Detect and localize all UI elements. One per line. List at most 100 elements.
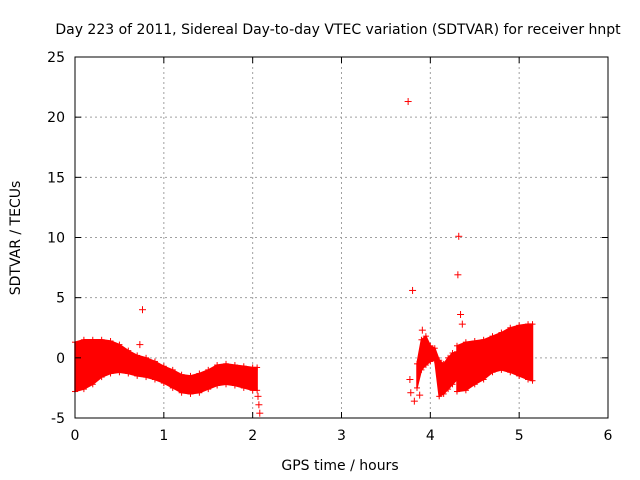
x-tick-label-5: 5	[515, 428, 524, 444]
band-edge-marker	[178, 389, 185, 396]
band-edge-marker	[440, 360, 447, 367]
band-edge-marker	[80, 386, 87, 393]
y-tick-label-1: 0	[56, 351, 65, 367]
band-edge-marker	[214, 362, 221, 369]
band-edge-marker	[169, 366, 176, 373]
grid-layer	[75, 57, 608, 418]
x-tick-label-4: 4	[426, 428, 435, 444]
band-edge-marker	[254, 364, 261, 371]
band-edge-marker	[178, 371, 185, 378]
data-point	[404, 98, 412, 106]
y-tick-label-4: 15	[47, 170, 65, 186]
data-point	[455, 232, 463, 240]
band-edge-marker	[414, 384, 421, 391]
band-edge-marker	[453, 342, 460, 349]
band-edge-marker	[107, 337, 114, 344]
band-edge-marker	[169, 384, 176, 391]
band-edge-marker	[445, 386, 452, 393]
band-edge-marker	[529, 377, 536, 384]
band-edge-marker	[462, 339, 469, 346]
data-point	[416, 391, 424, 399]
band-edge-marker	[427, 358, 434, 365]
band-edge-marker	[462, 387, 469, 394]
data-point-layer	[136, 98, 466, 417]
band-edge-marker	[480, 336, 487, 343]
band-edge-marker	[498, 329, 505, 336]
y-tick-label-5: 20	[47, 110, 65, 126]
band-edge-marker	[231, 362, 238, 369]
band-edge-marker	[529, 321, 536, 328]
y-tick-label-3: 10	[47, 231, 65, 247]
data-point	[255, 401, 263, 409]
band-edge-marker	[107, 370, 114, 377]
band-edge-marker	[516, 322, 523, 329]
band-edge-marker	[134, 352, 141, 359]
band-edge-marker	[187, 390, 194, 397]
x-tick-label-1: 1	[159, 428, 168, 444]
band-edge-marker	[418, 366, 425, 373]
band-edge-marker	[134, 372, 141, 379]
band-edge-marker	[516, 372, 523, 379]
band-edge-marker	[196, 389, 203, 396]
band-edge-marker	[214, 382, 221, 389]
data-point	[407, 389, 415, 397]
x-tick-label-2: 2	[248, 428, 257, 444]
band-edge-marker	[98, 374, 105, 381]
band-edge-marker	[125, 370, 132, 377]
data-point	[458, 320, 466, 328]
band-edge-marker	[480, 376, 487, 383]
band-edge-marker	[422, 333, 429, 340]
band-edge-marker	[489, 333, 496, 340]
band-edge-marker	[89, 336, 96, 343]
band-edge-marker	[436, 393, 443, 400]
data-point	[254, 392, 262, 400]
band-edge-marker	[151, 376, 158, 383]
band-edge-marker	[80, 336, 87, 343]
data-point	[139, 306, 147, 314]
band-edge-marker	[436, 357, 443, 364]
band-edge-marker	[449, 381, 456, 388]
band-edge-marker	[160, 380, 167, 387]
band-edge-marker	[223, 360, 230, 367]
band-edge-marker	[160, 363, 167, 370]
band-edge-marker	[471, 337, 478, 344]
chart-title: Day 223 of 2011, Sidereal Day-to-day VTE…	[55, 22, 621, 38]
band-edge-marker	[98, 336, 105, 343]
band-edge-marker	[143, 374, 150, 381]
band-edge-marker	[89, 381, 96, 388]
band-edge-marker	[445, 354, 452, 361]
band-edge-marker	[196, 370, 203, 377]
band-edge-marker	[427, 342, 434, 349]
band-edge-marker	[489, 369, 496, 376]
data-point	[406, 375, 414, 383]
data-point	[410, 397, 418, 405]
y-tick-label-0: -5	[51, 411, 65, 427]
band-edge-marker	[471, 381, 478, 388]
tick-label-layer: 0 1 2 3 4 5 6 -5 0 5 10 15 20 25	[47, 50, 612, 444]
data-fill-layer	[72, 321, 536, 400]
band-edge-marker	[449, 350, 456, 357]
band-edge-marker	[205, 366, 212, 373]
data-point	[409, 286, 417, 294]
band-edge-marker	[254, 387, 261, 394]
x-tick-label-6: 6	[604, 428, 613, 444]
band-edge-marker	[187, 372, 194, 379]
x-tick-label-3: 3	[337, 428, 346, 444]
band-edge-marker	[205, 386, 212, 393]
x-tick-label-0: 0	[71, 428, 80, 444]
band-edge-marker	[116, 369, 123, 376]
band-edge-marker	[453, 388, 460, 395]
frame-layer	[74, 56, 609, 419]
y-tick-label-2: 5	[56, 291, 65, 307]
band-edge-marker	[240, 384, 247, 391]
y-tick-label-6: 25	[47, 50, 65, 66]
x-axis-label: GPS time / hours	[281, 458, 398, 474]
band-edge-marker	[507, 324, 514, 331]
band-edge-marker	[151, 358, 158, 365]
y-axis-label: SDTVAR / TECUs	[8, 181, 24, 296]
band-edge-marker	[525, 376, 532, 383]
band-edge-marker	[116, 341, 123, 348]
